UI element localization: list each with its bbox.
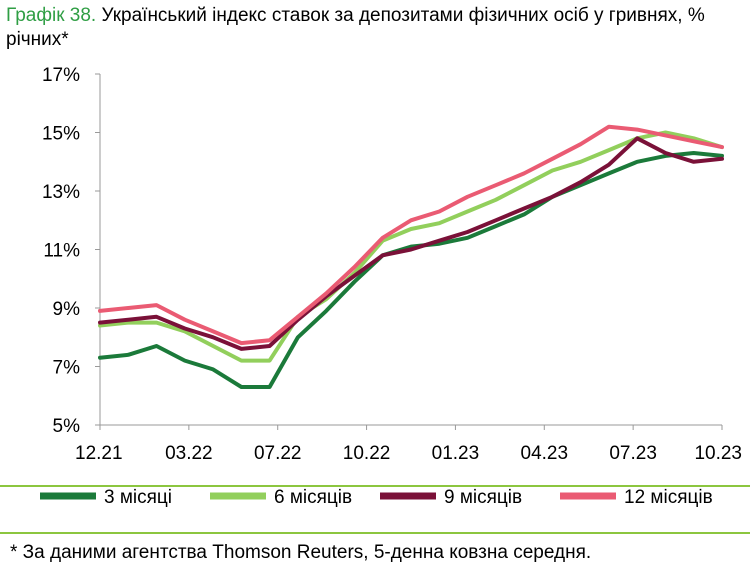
x-tick-label: 10.22 — [343, 443, 391, 464]
x-tick-label: 12.21 — [75, 443, 123, 464]
legend-label: 9 місяців — [444, 487, 522, 508]
y-tick-label: 7% — [53, 358, 81, 379]
series-line-3 — [98, 136, 724, 351]
legend-label: 6 місяців — [274, 487, 352, 508]
x-tick-label: 10.23 — [694, 443, 742, 464]
x-tick-label: 04.23 — [521, 443, 569, 464]
legend-label: 3 місяці — [104, 487, 172, 508]
y-tick-label: 9% — [53, 299, 81, 320]
y-tick-label: 15% — [42, 124, 80, 145]
series-line-1 — [98, 151, 724, 389]
y-tick-label: 13% — [42, 182, 80, 203]
top-divider — [0, 485, 750, 487]
y-tick-label: 11% — [43, 241, 80, 262]
y-tick-label: 5% — [53, 416, 81, 437]
bottom-divider — [0, 532, 750, 534]
x-tick-label: 03.22 — [165, 443, 213, 464]
chart-title-number: Графік 38. — [6, 5, 97, 26]
series-line-4 — [98, 124, 724, 346]
x-tick-label: 07.23 — [609, 443, 657, 464]
footnote: * За даними агентства Thomson Reuters, 5… — [10, 542, 592, 563]
x-tick-label: 07.22 — [254, 443, 302, 464]
x-tick-label: 01.23 — [432, 443, 480, 464]
legend-label: 12 місяців — [624, 487, 713, 508]
chart-title-text: Український індекс ставок за депозитами … — [6, 5, 705, 50]
chart-title: Графік 38. Український індекс ставок за … — [6, 4, 741, 52]
y-tick-label: 17% — [42, 65, 80, 86]
